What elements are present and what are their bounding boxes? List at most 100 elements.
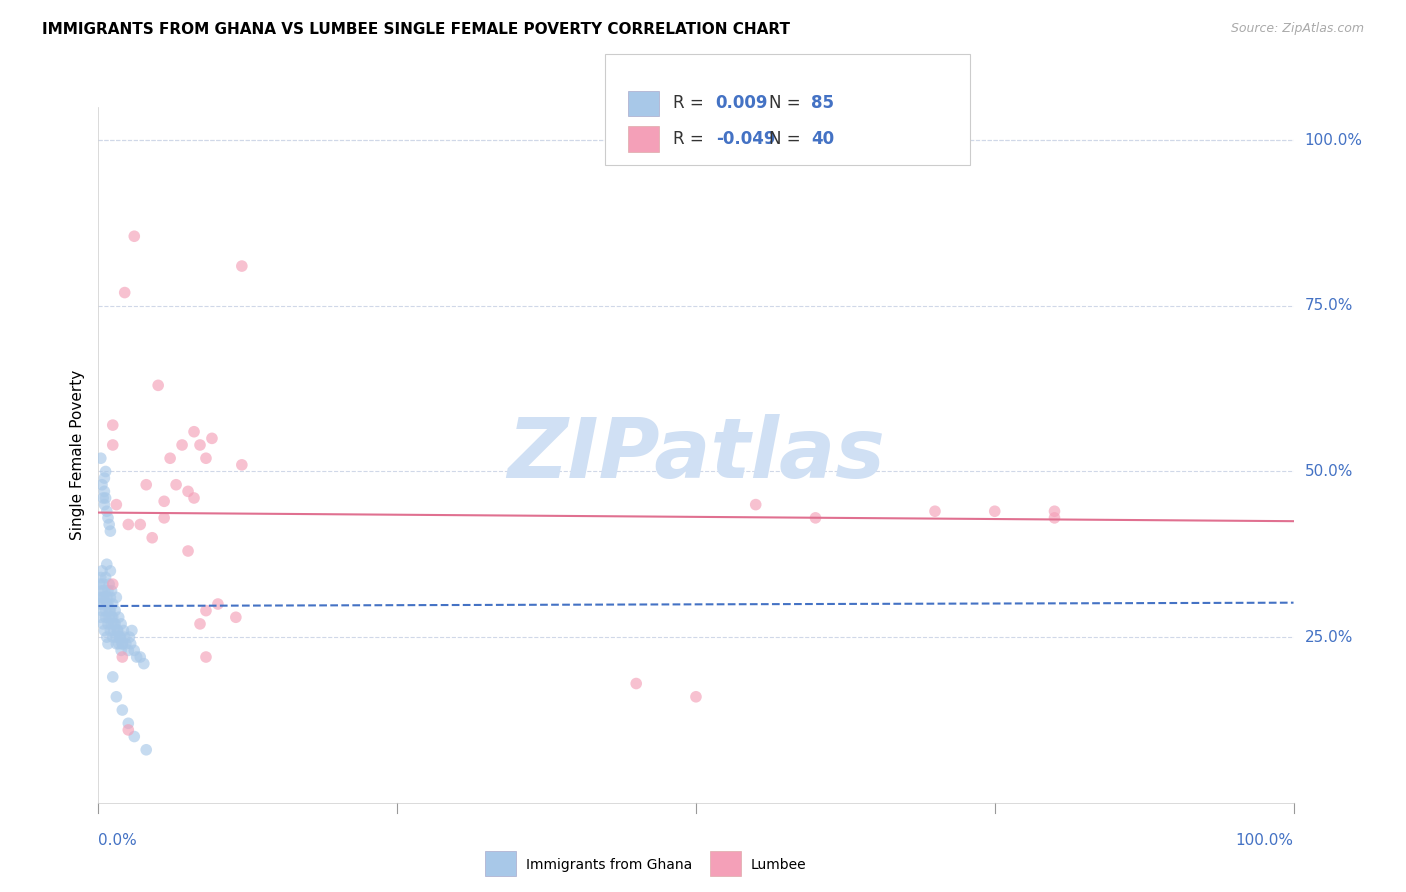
- Point: [96, 558, 118, 572]
- Point: [177, 544, 200, 558]
- Point: [110, 643, 132, 657]
- Text: N =: N =: [769, 130, 806, 148]
- Point: [111, 703, 134, 717]
- Point: [124, 229, 146, 244]
- Text: N =: N =: [769, 95, 806, 112]
- Point: [107, 637, 129, 651]
- Point: [120, 637, 142, 651]
- Point: [94, 570, 117, 584]
- Point: [117, 723, 139, 737]
- Point: [90, 570, 112, 584]
- Point: [125, 650, 148, 665]
- Point: [111, 650, 134, 665]
- Point: [98, 624, 122, 638]
- Point: [1043, 504, 1066, 518]
- Point: [183, 425, 205, 439]
- Point: [101, 630, 124, 644]
- Text: 0.0%: 0.0%: [98, 833, 138, 848]
- Text: Immigrants from Ghana: Immigrants from Ghana: [526, 858, 692, 872]
- Point: [97, 583, 120, 598]
- Point: [100, 610, 122, 624]
- Point: [110, 616, 132, 631]
- Point: [745, 498, 768, 512]
- Point: [124, 730, 146, 744]
- Point: [114, 630, 136, 644]
- Text: -0.049: -0.049: [716, 130, 775, 148]
- Point: [135, 743, 157, 757]
- Point: [201, 431, 224, 445]
- Point: [165, 477, 187, 491]
- Point: [194, 451, 217, 466]
- Point: [108, 630, 131, 644]
- Point: [105, 690, 128, 704]
- Point: [105, 630, 128, 644]
- Point: [97, 597, 120, 611]
- Point: [101, 610, 124, 624]
- Text: IMMIGRANTS FROM GHANA VS LUMBEE SINGLE FEMALE POVERTY CORRELATION CHART: IMMIGRANTS FROM GHANA VS LUMBEE SINGLE F…: [42, 22, 790, 37]
- Point: [103, 616, 125, 631]
- Point: [105, 637, 128, 651]
- Text: R =: R =: [673, 95, 710, 112]
- Point: [124, 643, 146, 657]
- Text: 0.009: 0.009: [716, 95, 768, 112]
- Point: [90, 610, 112, 624]
- Point: [104, 616, 127, 631]
- Point: [94, 604, 117, 618]
- Point: [231, 458, 253, 472]
- Point: [101, 577, 124, 591]
- Point: [129, 650, 152, 665]
- Point: [924, 504, 946, 518]
- Point: [96, 630, 118, 644]
- Point: [118, 630, 141, 644]
- Point: [96, 597, 118, 611]
- Point: [97, 616, 120, 631]
- Point: [194, 604, 217, 618]
- Point: [114, 285, 136, 300]
- Point: [188, 616, 211, 631]
- Point: [177, 484, 200, 499]
- Point: [104, 604, 127, 618]
- Point: [93, 498, 115, 512]
- Point: [117, 643, 139, 657]
- Point: [96, 504, 118, 518]
- Point: [91, 583, 114, 598]
- Point: [107, 624, 129, 638]
- Point: [101, 597, 124, 611]
- Point: [117, 517, 139, 532]
- Point: [129, 517, 152, 532]
- Point: [101, 670, 124, 684]
- Text: 100.0%: 100.0%: [1305, 133, 1362, 148]
- Point: [112, 624, 135, 638]
- Point: [148, 378, 170, 392]
- Point: [98, 524, 122, 538]
- Point: [93, 624, 115, 638]
- Text: 40: 40: [811, 130, 834, 148]
- Y-axis label: Single Female Poverty: Single Female Poverty: [69, 370, 84, 540]
- Point: [91, 604, 114, 618]
- Point: [91, 597, 114, 611]
- Point: [132, 657, 155, 671]
- Point: [94, 465, 117, 479]
- Point: [91, 577, 114, 591]
- Point: [108, 630, 131, 644]
- Point: [153, 511, 176, 525]
- Point: [983, 504, 1005, 518]
- Point: [89, 577, 111, 591]
- Point: [94, 610, 117, 624]
- Point: [111, 637, 134, 651]
- Text: 75.0%: 75.0%: [1305, 298, 1353, 313]
- Text: R =: R =: [673, 130, 710, 148]
- Point: [172, 438, 194, 452]
- Point: [804, 511, 827, 525]
- Point: [90, 591, 112, 605]
- Text: 100.0%: 100.0%: [1236, 833, 1294, 848]
- Point: [89, 597, 111, 611]
- Point: [159, 451, 181, 466]
- Point: [96, 591, 118, 605]
- Text: Lumbee: Lumbee: [751, 858, 807, 872]
- Point: [93, 484, 115, 499]
- Point: [685, 690, 707, 704]
- Point: [105, 498, 128, 512]
- Point: [624, 676, 647, 690]
- Point: [153, 494, 176, 508]
